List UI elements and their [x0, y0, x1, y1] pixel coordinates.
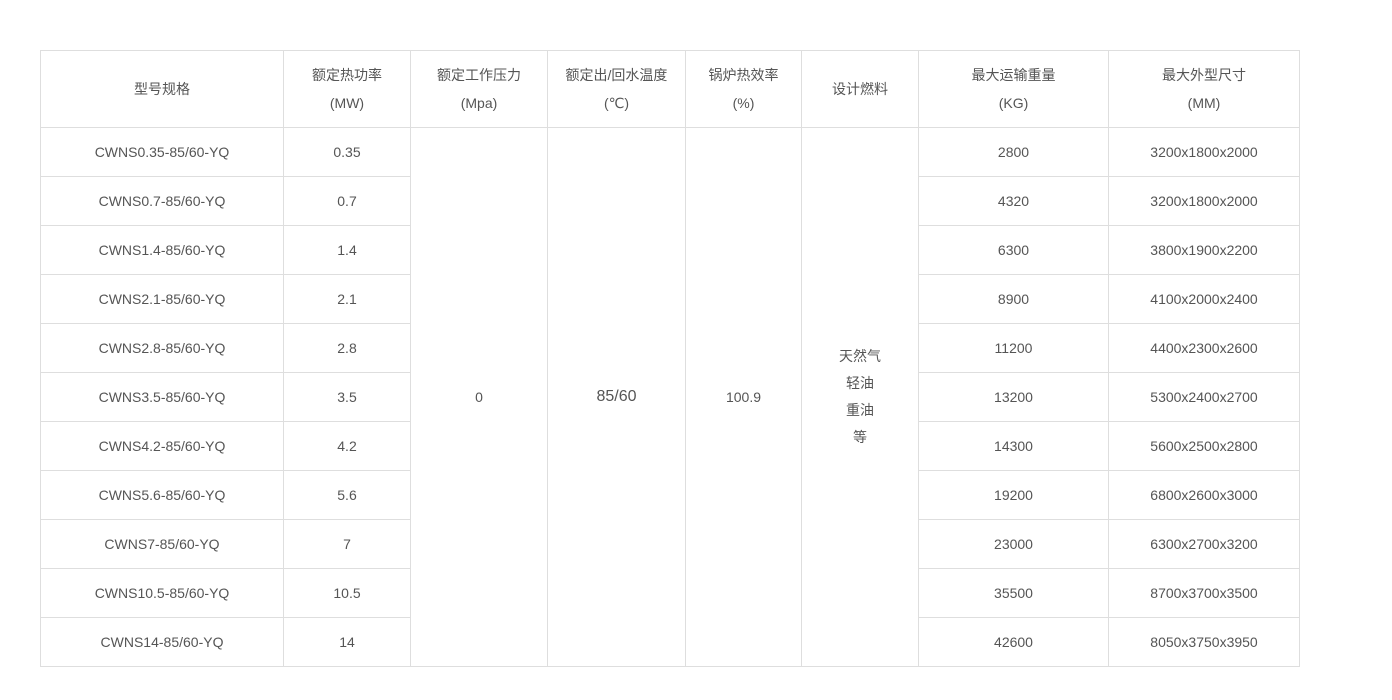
pressure-cell: 0 [410, 127, 548, 667]
table-row: CWNS14-85/60-YQ 14 42600 8050x3750x3950 [40, 617, 1300, 667]
fuel-item: 轻油 [846, 375, 874, 391]
header-size: 最大外型尺寸 (MM) [1108, 50, 1300, 128]
weight-cell: 4320 [918, 176, 1109, 226]
header-label: 额定热功率 [312, 67, 382, 83]
fuel-cell: 天然气 轻油 重油等 [801, 127, 919, 667]
size-cell: 8700x3700x3500 [1108, 568, 1300, 618]
size-cell: 6800x2600x3000 [1108, 470, 1300, 520]
header-temperature: 额定出/回水温度 (℃) [547, 50, 686, 128]
size-cell: 4100x2000x2400 [1108, 274, 1300, 324]
header-unit: (℃) [603, 95, 630, 111]
power-cell: 1.4 [283, 225, 411, 275]
header-fuel: 设计燃料 [801, 50, 919, 128]
model-cell: CWNS3.5-85/60-YQ [40, 372, 284, 422]
power-cell: 7 [283, 519, 411, 569]
model-cell: CWNS5.6-85/60-YQ [40, 470, 284, 520]
weight-cell: 11200 [918, 323, 1109, 373]
header-label: 最大外型尺寸 [1162, 67, 1246, 83]
header-unit: (Mpa) [460, 95, 498, 111]
table-header-row: 型号规格 额定热功率 (MW) 额定工作压力 (Mpa) 额定出/回水温度 (℃) 锅炉热效率… [40, 50, 1300, 128]
fuel-item: 天然气 [839, 348, 881, 364]
power-cell: 2.8 [283, 323, 411, 373]
weight-cell: 23000 [918, 519, 1109, 569]
model-cell: CWNS4.2-85/60-YQ [40, 421, 284, 471]
header-model: 型号规格 [40, 50, 284, 128]
power-cell: 3.5 [283, 372, 411, 422]
header-label: 额定工作压力 [437, 67, 521, 83]
size-cell: 5300x2400x2700 [1108, 372, 1300, 422]
power-cell: 2.1 [283, 274, 411, 324]
size-cell: 3200x1800x2000 [1108, 176, 1300, 226]
model-cell: CWNS0.7-85/60-YQ [40, 176, 284, 226]
header-unit: (KG) [998, 95, 1029, 111]
table-row: CWNS4.2-85/60-YQ 4.2 14300 5600x2500x2800 [40, 421, 1300, 471]
power-cell: 10.5 [283, 568, 411, 618]
header-label: 额定出/回水温度 [565, 67, 668, 83]
table-row: CWNS0.7-85/60-YQ 0.7 4320 3200x1800x2000 [40, 176, 1300, 226]
table-row: CWNS1.4-85/60-YQ 1.4 6300 3800x1900x2200 [40, 225, 1300, 275]
header-label: 设计燃料 [832, 81, 888, 97]
header-unit: (MM) [1187, 95, 1221, 111]
weight-cell: 8900 [918, 274, 1109, 324]
weight-cell: 14300 [918, 421, 1109, 471]
power-cell: 0.35 [283, 127, 411, 177]
size-cell: 6300x2700x3200 [1108, 519, 1300, 569]
fuel-item: 等 [853, 429, 867, 445]
model-cell: CWNS14-85/60-YQ [40, 617, 284, 667]
model-cell: CWNS0.35-85/60-YQ [40, 127, 284, 177]
table-row: CWNS2.8-85/60-YQ 2.8 11200 4400x2300x2600 [40, 323, 1300, 373]
header-unit: (MW) [329, 95, 365, 111]
size-cell: 8050x3750x3950 [1108, 617, 1300, 667]
header-label: 型号规格 [134, 81, 190, 97]
table-row: CWNS3.5-85/60-YQ 3.5 13200 5300x2400x2700 [40, 372, 1300, 422]
boiler-spec-table: 型号规格 额定热功率 (MW) 额定工作压力 (Mpa) 额定出/回水温度 (℃) 锅炉热效率… [40, 50, 1300, 667]
header-label: 最大运输重量 [971, 67, 1056, 83]
efficiency-cell: 100.9 [685, 127, 802, 667]
temperature-cell: 85/60 [547, 127, 686, 667]
weight-cell: 13200 [918, 372, 1109, 422]
model-cell: CWNS7-85/60-YQ [40, 519, 284, 569]
weight-cell: 2800 [918, 127, 1109, 177]
weight-cell: 35500 [918, 568, 1109, 618]
table-row: CWNS7-85/60-YQ 7 23000 6300x2700x3200 [40, 519, 1300, 569]
model-cell: CWNS2.8-85/60-YQ [40, 323, 284, 373]
size-cell: 5600x2500x2800 [1108, 421, 1300, 471]
model-cell: CWNS2.1-85/60-YQ [40, 274, 284, 324]
header-unit: (%) [732, 95, 755, 111]
header-power: 额定热功率 (MW) [283, 50, 411, 128]
power-cell: 5.6 [283, 470, 411, 520]
header-pressure: 额定工作压力 (Mpa) [410, 50, 548, 128]
table-row: CWNS0.35-85/60-YQ 0.35 0 85/60 100.9 天然气 轻油 重油等… [40, 127, 1300, 667]
model-cell: CWNS10.5-85/60-YQ [40, 568, 284, 618]
power-cell: 4.2 [283, 421, 411, 471]
header-efficiency: 锅炉热效率 (%) [685, 50, 802, 128]
power-cell: 14 [283, 617, 411, 667]
header-weight: 最大运输重量 (KG) [918, 50, 1109, 128]
weight-cell: 19200 [918, 470, 1109, 520]
weight-cell: 6300 [918, 225, 1109, 275]
table-row: CWNS2.1-85/60-YQ 2.1 8900 4100x2000x2400 [40, 274, 1300, 324]
header-label: 锅炉热效率 [708, 67, 779, 83]
size-cell: 4400x2300x2600 [1108, 323, 1300, 373]
table-body: CWNS0.35-85/60-YQ 0.35 0 85/60 100.9 天然气 轻油 重油等… [40, 127, 1300, 667]
weight-cell: 42600 [918, 617, 1109, 667]
fuel-item: 重油 [846, 402, 874, 418]
size-cell: 3800x1900x2200 [1108, 225, 1300, 275]
size-cell: 3200x1800x2000 [1108, 127, 1300, 177]
model-cell: CWNS1.4-85/60-YQ [40, 225, 284, 275]
power-cell: 0.7 [283, 176, 411, 226]
table-row: CWNS5.6-85/60-YQ 5.6 19200 6800x2600x3000 [40, 470, 1300, 520]
